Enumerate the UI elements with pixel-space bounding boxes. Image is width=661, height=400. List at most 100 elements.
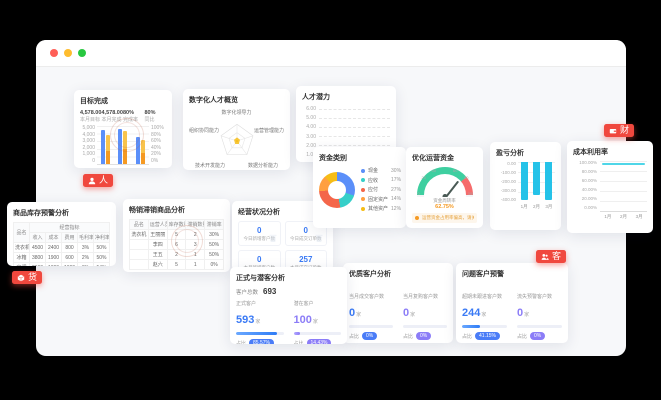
badge-label: 财 xyxy=(620,125,630,135)
donut-hole xyxy=(328,180,346,199)
bar-done xyxy=(106,135,111,164)
col-header: 毛利率 xyxy=(77,232,94,243)
stat-unit: 家 xyxy=(524,312,530,318)
plot-area xyxy=(518,162,555,202)
stat-unit: 家 xyxy=(312,319,318,325)
card-title: 优质客户分析 xyxy=(349,271,391,278)
badge-label: 人 xyxy=(99,175,109,185)
bar xyxy=(545,162,553,200)
stat-column: 当月成交客户数 0家 占比 0% xyxy=(349,293,393,340)
col-header: 成本 xyxy=(45,232,62,243)
col-header: 运营人员 xyxy=(147,219,168,230)
trash-icon xyxy=(269,234,276,242)
legend-dot xyxy=(361,206,365,211)
customer-total: 客户总数 693 xyxy=(236,287,341,296)
stat-value: 80% xyxy=(144,110,156,116)
card-slow-moving-table: 畅销滞销商品分析 品名 运营人员 库存数量 滞销数量 滞销率 洗衣机王丽丽523… xyxy=(123,199,230,272)
stat-label: 当月复购客户数 xyxy=(403,294,439,300)
stat-tile: 0 今日成交订单数 xyxy=(284,221,327,246)
tile-value: 257 xyxy=(299,255,313,264)
bar-done xyxy=(140,139,145,164)
card-title: 目标完成 xyxy=(80,98,108,105)
gauge-pivot xyxy=(442,194,447,197)
donut-legend: 现金 30% 应收 17% 应付 27% 固定资产 14% xyxy=(361,167,401,212)
bar xyxy=(532,162,540,195)
card-cost-utilization: 成本利用率 100.00% 80.00% 60.00% 40.00% 20.00… xyxy=(567,141,653,233)
radar-axis-label: 技术开发能力 xyxy=(195,163,226,169)
stat-label: 当月成交客户数 xyxy=(349,294,385,300)
progress-track xyxy=(517,325,562,328)
stat-label: 本月完成 xyxy=(101,117,122,123)
inventory-table: 品名 经营指标 收入 成本 费用 毛利率 净利率 洗衣机 4500 2400 800 3… xyxy=(13,222,110,266)
wallet-icon xyxy=(609,128,617,133)
progress-track xyxy=(293,332,341,335)
card-title: 数字化人才概览 xyxy=(189,97,238,104)
card-target-completion: 目标完成 4,578.00 本月目标 4,578.00 本月完成 80% 完成率… xyxy=(74,90,172,168)
col-header: 滞销率 xyxy=(204,219,224,230)
stat-unit: 家 xyxy=(481,312,487,318)
y-axis: 100.00% 80.00% 60.00% 40.00% 20.00% 0.00… xyxy=(579,160,597,211)
ratio-badge: 0% xyxy=(530,332,546,340)
card-title: 问题客户预警 xyxy=(462,271,504,278)
progress-fill xyxy=(236,332,277,335)
table-row: 洗衣机 4500 2400 800 3% 50% xyxy=(13,242,110,253)
progress-track xyxy=(349,325,393,328)
gauge-center-value: 62.75% xyxy=(435,204,454,210)
card-title: 经营状况分析 xyxy=(238,209,280,216)
y-axis: 0.00 -100.00 -200.00 -300.00 -400.00 xyxy=(500,161,516,202)
card-title: 优化运营资金 xyxy=(412,155,454,162)
badge-customer: 客 xyxy=(536,250,567,263)
stat-value: 593 xyxy=(236,314,255,326)
alert-dot-icon xyxy=(415,216,419,220)
person-icon xyxy=(88,177,96,184)
maximize-button[interactable] xyxy=(78,49,86,57)
donut-chart xyxy=(319,171,355,208)
total-value: 693 xyxy=(263,287,277,296)
stat-tiles: 0 今日新增客户数 0 今日成交订单数 0 本月新增客户数 257 本月成交订单… xyxy=(238,221,327,271)
progress-track xyxy=(462,325,507,328)
y-axis-left: 5,000 4,000 3,000 2,000 1,000 0 xyxy=(82,125,95,164)
col-header: 收入 xyxy=(29,232,46,243)
radar-axis-label: 数字化领导力 xyxy=(221,110,252,116)
box-icon xyxy=(17,274,25,281)
card-title: 畅销滞销商品分析 xyxy=(129,207,185,214)
stat-item: 4,578.00 本月目标 xyxy=(80,110,102,123)
group-header: 经营指标 xyxy=(29,222,110,233)
badge-label: 货 xyxy=(28,272,38,282)
card-profit-loss: 盈亏分析 0.00 -100.00 -200.00 -300.00 -400.0… xyxy=(490,142,561,230)
total-label: 客户总数 xyxy=(236,290,259,296)
col-header: 品名 xyxy=(13,222,30,243)
gauge-alert-note: 运营资金占用率偏高，请关注现金流 xyxy=(412,213,477,223)
col-header: 净利率 xyxy=(93,232,110,243)
window-titlebar xyxy=(36,40,626,67)
badge-people: 人 xyxy=(83,174,114,187)
stat-label: 正式客户 xyxy=(236,301,257,307)
stat-value: 0 xyxy=(517,307,524,319)
ratio-badge: 41.15% xyxy=(475,332,500,340)
bar-target xyxy=(101,129,106,164)
stat-item: 80% 同比 xyxy=(145,110,167,123)
progress-fill xyxy=(293,332,301,335)
card-funds-category: 资金类别 现金 30% 应收 17% 应付 27% xyxy=(313,147,406,228)
progress-track xyxy=(403,325,447,328)
stat-tile: 0 今日新增客户数 xyxy=(238,221,281,246)
minimize-button[interactable] xyxy=(64,49,72,57)
table-row: 空调2600130016003%54% xyxy=(13,262,110,266)
ratio-badge: 85.57% xyxy=(249,339,274,344)
stat-label: 同比 xyxy=(144,117,155,123)
ratio-badge: 0% xyxy=(362,332,378,340)
x-axis-labels: 1月 2月 3月 xyxy=(604,214,643,219)
bar xyxy=(520,162,528,200)
bar-group xyxy=(101,126,111,164)
card-inventory-warning-table: 商品库存预警分析 品名 经营指标 收入 成本 费用 毛利率 净利率 洗衣机 450… xyxy=(7,202,116,266)
stat-value: 0 xyxy=(403,307,410,319)
line-chart: 100.00% 80.00% 60.00% 40.00% 20.00% 0.00… xyxy=(573,160,647,212)
stat-unit: 家 xyxy=(410,312,416,318)
progress-track xyxy=(236,332,284,335)
series-line xyxy=(601,163,646,165)
badge-goods: 货 xyxy=(12,271,43,284)
plot-area xyxy=(600,161,647,212)
stat-value: 100 xyxy=(293,314,312,326)
close-button[interactable] xyxy=(50,49,58,57)
